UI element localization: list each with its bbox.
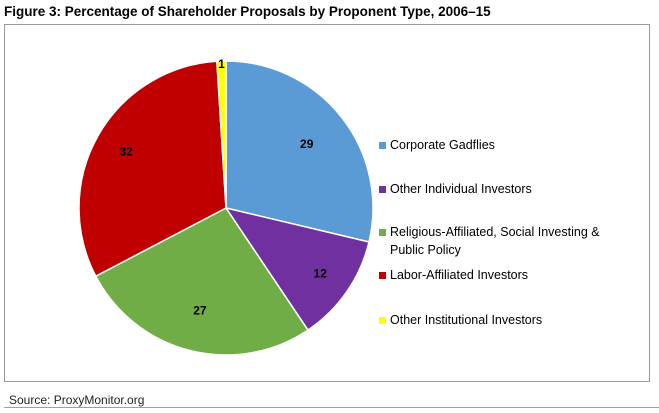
slice-value-label-1: 29 (300, 137, 314, 151)
legend-label: Other Individual Investors (390, 182, 532, 196)
legend-item-3: Religious-Affiliated, Social Investing &… (379, 223, 629, 259)
slice-value-label-2: 12 (314, 266, 328, 280)
legend-label: Other Institutional Investors (390, 313, 543, 327)
source-note: Source: ProxyMonitor.org (9, 393, 145, 407)
chart-frame (4, 24, 650, 382)
pie-slice-2 (224, 206, 370, 332)
legend-item-5: Other Institutional Investors (379, 311, 629, 329)
legend-label: Corporate Gadflies (390, 138, 495, 152)
slice-value-label-5: 1 (218, 57, 225, 71)
legend-swatch (379, 317, 386, 324)
slice-value-label-4: 32 (119, 145, 133, 159)
pie-slice-3 (94, 207, 309, 356)
pie-slice-5 (216, 60, 227, 209)
legend-swatch (379, 142, 386, 149)
pie-slice-4 (78, 60, 227, 278)
legend-label: Religious-Affiliated, Social Investing &… (390, 225, 600, 257)
legend-item-2: Other Individual Investors (379, 180, 629, 198)
legend-item-1: Corporate Gadflies (379, 136, 629, 154)
figure-title: Figure 3: Percentage of Shareholder Prop… (4, 4, 491, 19)
legend-swatch (379, 229, 386, 236)
legend-item-4: Labor-Affiliated Investors (379, 266, 629, 284)
bottom-rule (4, 407, 659, 408)
pie-slice-1 (225, 60, 374, 243)
legend-swatch (379, 272, 386, 279)
slice-value-label-3: 27 (193, 304, 207, 318)
legend-label: Labor-Affiliated Investors (390, 268, 529, 282)
legend-swatch (379, 186, 386, 193)
